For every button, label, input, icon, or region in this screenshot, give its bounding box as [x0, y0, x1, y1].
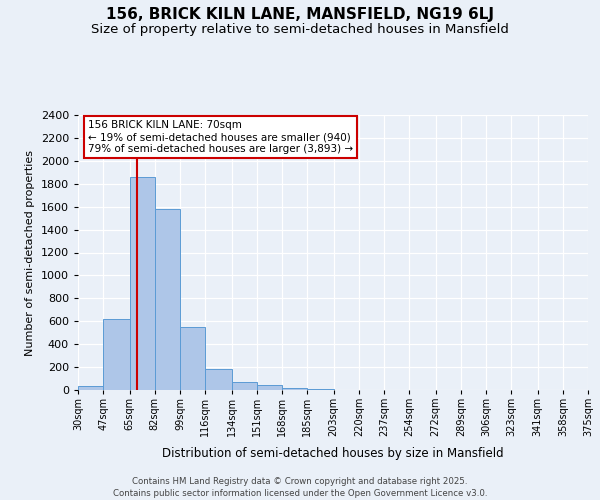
Text: 156, BRICK KILN LANE, MANSFIELD, NG19 6LJ: 156, BRICK KILN LANE, MANSFIELD, NG19 6L…	[106, 8, 494, 22]
Bar	[257, 386, 282, 390]
Bar	[130, 178, 155, 390]
Text: 156 BRICK KILN LANE: 70sqm
← 19% of semi-detached houses are smaller (940)
79% o: 156 BRICK KILN LANE: 70sqm ← 19% of semi…	[88, 120, 353, 154]
Bar	[155, 209, 180, 390]
Text: Size of property relative to semi-detached houses in Mansfield: Size of property relative to semi-detach…	[91, 22, 509, 36]
Bar	[232, 382, 257, 390]
Text: Contains HM Land Registry data © Crown copyright and database right 2025.
Contai: Contains HM Land Registry data © Crown c…	[113, 476, 487, 498]
Bar	[78, 386, 103, 390]
Bar	[205, 369, 232, 390]
Text: Distribution of semi-detached houses by size in Mansfield: Distribution of semi-detached houses by …	[162, 448, 504, 460]
Y-axis label: Number of semi-detached properties: Number of semi-detached properties	[25, 150, 35, 356]
Bar	[180, 327, 205, 390]
Bar	[103, 319, 130, 390]
Bar	[282, 388, 307, 390]
